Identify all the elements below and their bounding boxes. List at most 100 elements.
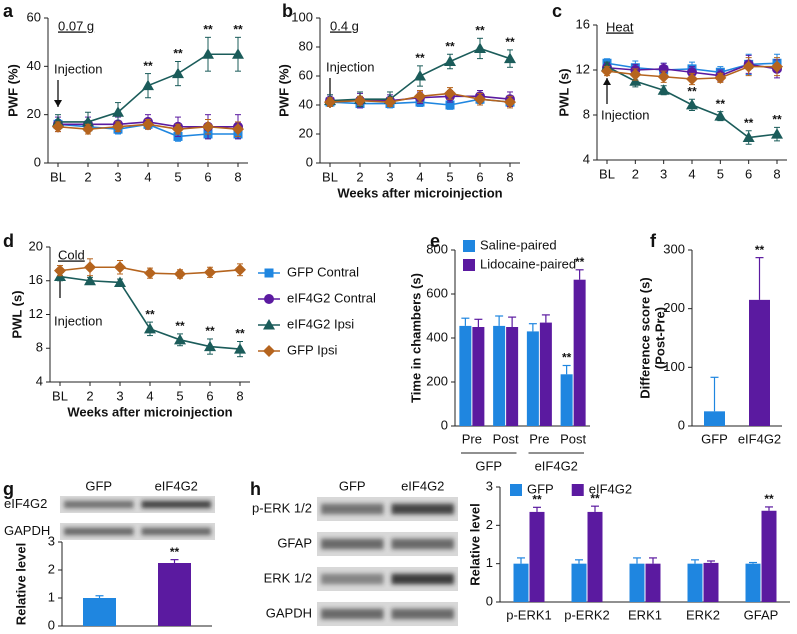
x-tick-label: GFP bbox=[701, 431, 728, 446]
marker bbox=[444, 55, 456, 66]
legend-label: Lidocaine-paired bbox=[480, 256, 576, 271]
marker bbox=[204, 266, 216, 279]
marker bbox=[414, 70, 426, 81]
x-tick-label: ERK2 bbox=[686, 607, 720, 622]
marker bbox=[82, 123, 94, 136]
x-tick-label: 5 bbox=[446, 169, 453, 184]
blot-band bbox=[391, 538, 454, 550]
y-tick-label: 100 bbox=[663, 359, 685, 374]
blot-band bbox=[321, 608, 384, 620]
significance: ** bbox=[755, 243, 765, 257]
panel-label: d bbox=[3, 231, 14, 251]
significance: ** bbox=[205, 324, 215, 338]
y-axis-title: PWF (%) bbox=[5, 64, 20, 117]
x-tick-label: 3 bbox=[114, 169, 121, 184]
significance: ** bbox=[575, 255, 585, 269]
blot-row-label: GFAP bbox=[277, 535, 312, 550]
marker bbox=[84, 274, 96, 286]
y-tick-label: 100 bbox=[291, 9, 313, 24]
x-tick-label: BL bbox=[322, 169, 338, 184]
x-tick-label: p-ERK1 bbox=[506, 607, 552, 622]
bar bbox=[493, 325, 506, 426]
marker bbox=[263, 345, 275, 357]
marker bbox=[174, 333, 186, 345]
x-tick-label: 8 bbox=[773, 166, 780, 181]
x-tick-label: 5 bbox=[176, 388, 183, 403]
blot-band bbox=[391, 608, 454, 620]
x-tick-label: 6 bbox=[204, 169, 211, 184]
significance: ** bbox=[764, 492, 774, 506]
x-tick-label: 6 bbox=[476, 169, 483, 184]
x-tick-label: 6 bbox=[745, 166, 752, 181]
blot-band bbox=[64, 500, 134, 509]
x-tick-label: BL bbox=[52, 388, 68, 403]
marker bbox=[114, 261, 126, 274]
y-tick-label: 200 bbox=[426, 373, 448, 388]
y-tick-label: 16 bbox=[29, 272, 43, 287]
significance: ** bbox=[173, 47, 183, 61]
y-tick-label: 0 bbox=[486, 593, 493, 608]
x-tick-label: 3 bbox=[660, 166, 667, 181]
blot-strip bbox=[60, 523, 215, 540]
x-tick-label: BL bbox=[50, 169, 66, 184]
y-axis-title: Relative level bbox=[467, 503, 482, 585]
blot-band bbox=[321, 503, 384, 515]
y-tick-label: 8 bbox=[36, 340, 43, 355]
x-tick-label: 8 bbox=[506, 169, 513, 184]
marker bbox=[202, 48, 214, 59]
blot-column-label: eIF4G2 bbox=[401, 478, 444, 493]
marker bbox=[414, 90, 426, 103]
bar bbox=[529, 511, 545, 602]
marker bbox=[601, 65, 613, 78]
x-tick-label: 4 bbox=[146, 388, 153, 403]
marker bbox=[84, 261, 96, 274]
panel-label: b bbox=[282, 1, 293, 21]
marker bbox=[204, 340, 216, 352]
significance: ** bbox=[170, 545, 180, 559]
marker bbox=[172, 67, 184, 79]
significance: ** bbox=[532, 492, 542, 506]
x-tick-label: Post bbox=[493, 431, 519, 446]
y-tick-label: 1 bbox=[48, 589, 55, 604]
blot-band bbox=[321, 538, 384, 550]
x-tick-label: 3 bbox=[116, 388, 123, 403]
marker bbox=[474, 93, 486, 106]
bar bbox=[83, 598, 116, 626]
y-tick-label: 2 bbox=[486, 517, 493, 532]
marker bbox=[686, 73, 698, 85]
panel-label: c bbox=[552, 1, 562, 21]
bar bbox=[571, 563, 587, 602]
marker bbox=[112, 120, 124, 133]
x-axis-title: Weeks after microinjection bbox=[337, 185, 502, 200]
x-tick-label: 2 bbox=[632, 166, 639, 181]
y-tick-label: 3 bbox=[486, 478, 493, 493]
x-tick-label: p-ERK2 bbox=[564, 607, 610, 622]
legend-label: GFP bbox=[527, 481, 554, 496]
group-label: eIF4G2 bbox=[535, 458, 578, 473]
legend-label: eIF4G2 Contral bbox=[287, 290, 376, 305]
marker bbox=[742, 60, 755, 73]
y-axis-title: PWL (s) bbox=[556, 68, 571, 116]
y-axis-title: PWF (%) bbox=[276, 64, 291, 117]
marker bbox=[264, 294, 274, 304]
y-tick-label: 4 bbox=[36, 373, 43, 388]
bar bbox=[459, 325, 472, 426]
marker bbox=[686, 98, 698, 110]
marker bbox=[174, 268, 186, 280]
legend-swatch bbox=[510, 484, 522, 496]
annotation: Cold bbox=[58, 247, 85, 262]
marker bbox=[264, 268, 274, 278]
marker bbox=[474, 42, 486, 53]
bar bbox=[526, 331, 539, 426]
x-tick-label: Post bbox=[560, 431, 586, 446]
y-tick-label: 0 bbox=[34, 154, 41, 169]
y-tick-label: 3 bbox=[48, 533, 55, 548]
y-tick-label: 0 bbox=[441, 417, 448, 432]
panel-label: e bbox=[430, 231, 440, 251]
legend-label: GFP Contral bbox=[287, 264, 359, 279]
x-tick-label: 4 bbox=[688, 166, 695, 181]
annotation: Injection bbox=[601, 107, 649, 122]
bar bbox=[645, 563, 661, 602]
y-tick-label: 20 bbox=[29, 238, 43, 253]
